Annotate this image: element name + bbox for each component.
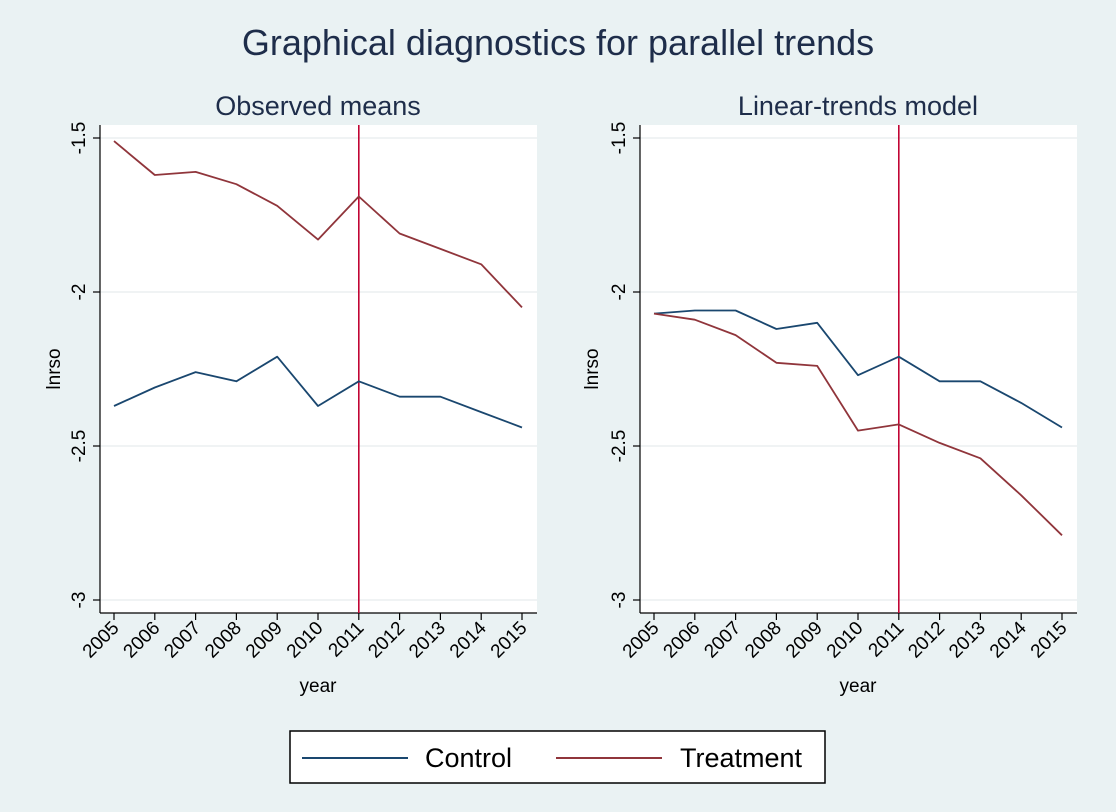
legend: Control Treatment [289, 730, 826, 784]
figure-title: Graphical diagnostics for parallel trend… [242, 22, 874, 63]
series-line-treatment [653, 312, 1063, 536]
y-tick-label: -2 [69, 284, 90, 301]
panel-title: Observed means [215, 91, 421, 121]
legend-label-treatment: Treatment [680, 743, 803, 773]
y-axis-label: lnrso [44, 348, 65, 389]
plot-area [640, 125, 1077, 613]
y-tick-label: -1.5 [69, 122, 90, 155]
y-tick-label: -2.5 [609, 430, 630, 463]
panel-observed-means: Observed means-1.5-2-2.5-3lnrso200520062… [44, 91, 537, 697]
x-axis-label: year [300, 676, 338, 697]
x-axis-label: year [840, 676, 878, 697]
y-tick-label: -3 [69, 592, 90, 609]
y-tick-label: -3 [609, 592, 630, 609]
plot-area [100, 125, 537, 613]
series-line-control [113, 355, 523, 429]
series-line-control [653, 309, 1063, 429]
y-tick-label: -2 [609, 284, 630, 301]
panel-title: Linear-trends model [738, 91, 978, 121]
y-axis-label: lnrso [582, 348, 603, 389]
panel-linear-trends-model: Linear-trends model-1.5-2-2.5-3lnrso2005… [582, 91, 1077, 697]
y-tick-label: -1.5 [609, 122, 630, 155]
legend-label-control: Control [425, 743, 512, 773]
series-line-treatment [113, 140, 523, 309]
y-tick-label: -2.5 [69, 430, 90, 463]
